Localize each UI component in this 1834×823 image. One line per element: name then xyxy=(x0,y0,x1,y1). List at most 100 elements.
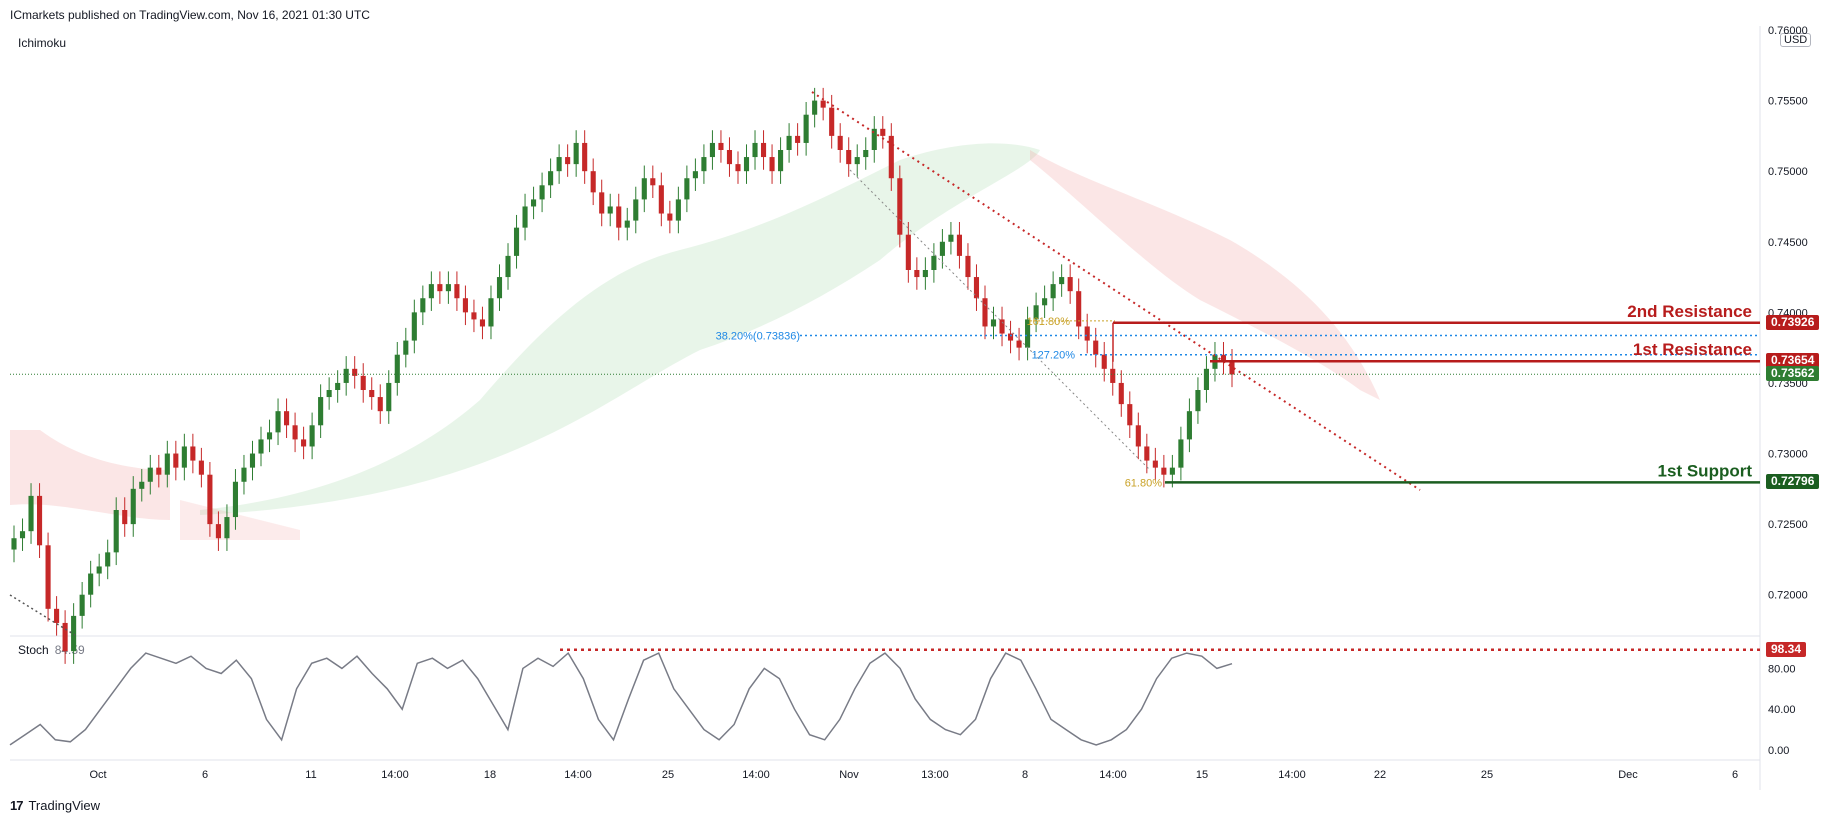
candle-body xyxy=(1127,404,1133,426)
price-tag: 0.73562 xyxy=(1766,366,1820,382)
stoch-tick-label: 40.00 xyxy=(1768,704,1796,716)
candle-body xyxy=(301,439,307,447)
candle-body xyxy=(1007,333,1014,341)
candle-body xyxy=(224,517,230,539)
publisher-header: ICmarkets published on TradingView.com, … xyxy=(10,8,370,22)
candle-body xyxy=(54,608,60,623)
candle-body xyxy=(667,213,673,221)
fib-label: 161.80% xyxy=(1027,316,1071,328)
candle-body xyxy=(335,382,341,390)
fib-label: 61.80% xyxy=(1125,477,1163,489)
price-tick-label: 0.72000 xyxy=(1768,590,1808,602)
candle-body xyxy=(624,220,630,228)
candle-body xyxy=(45,545,51,609)
candle-body xyxy=(1101,354,1107,369)
candle-body xyxy=(871,128,877,150)
candle-body xyxy=(633,199,639,221)
brand-name: TradingView xyxy=(28,798,101,813)
candle-body xyxy=(556,157,562,172)
candle-body xyxy=(718,142,724,150)
candle-body xyxy=(1033,305,1039,320)
candle-body xyxy=(318,397,324,426)
candle-body xyxy=(479,319,486,327)
stoch-tick-label: 80.00 xyxy=(1768,663,1796,675)
candle-body xyxy=(445,284,451,292)
candle-body xyxy=(1152,460,1158,468)
bullish-cloud xyxy=(200,143,1040,515)
candle-body xyxy=(607,206,613,214)
bearish-cloud-left xyxy=(10,430,170,520)
candle-body xyxy=(36,495,43,546)
candle-body xyxy=(369,390,375,398)
candle-body xyxy=(79,594,85,616)
currency-badge[interactable]: USD xyxy=(1780,33,1812,47)
time-tick-label: 14:00 xyxy=(381,769,409,781)
price-tag: 0.73654 xyxy=(1766,353,1820,369)
time-tick-label: 11 xyxy=(305,769,316,781)
candle-body xyxy=(62,622,68,652)
candle-body xyxy=(1229,361,1235,375)
candle-body xyxy=(786,135,792,150)
price-tick-label: 0.75500 xyxy=(1768,96,1808,108)
candle-body xyxy=(343,368,349,383)
candle-body xyxy=(922,270,928,278)
candle-body xyxy=(709,142,715,158)
candle-body xyxy=(309,425,315,447)
stoch-value: 84.59 xyxy=(54,643,85,657)
indicator-name[interactable]: Ichimoku xyxy=(18,36,67,50)
candle-body xyxy=(982,298,988,327)
price-tick-label: 0.74500 xyxy=(1768,237,1808,249)
candle-body xyxy=(829,107,835,136)
price-chart[interactable]: 38.20%(0.73836) 127.20% 161.80% 61.80% 2nd R… xyxy=(0,0,1834,790)
time-tick-label: 14:00 xyxy=(1278,769,1306,781)
candle-body xyxy=(522,206,528,228)
candle-body xyxy=(1169,467,1175,475)
candle-body xyxy=(284,411,290,426)
candle-body xyxy=(411,312,417,341)
stoch-name: Stoch xyxy=(18,643,49,657)
candle-body xyxy=(1195,390,1201,412)
candle-body xyxy=(139,481,145,489)
candle-body xyxy=(684,178,690,200)
candle-body xyxy=(1016,340,1022,348)
candles-group xyxy=(11,87,1235,664)
candle-body xyxy=(1220,354,1227,362)
candle-body xyxy=(760,142,767,158)
candle-body xyxy=(1118,382,1124,405)
level-label: 1st Resistance xyxy=(1633,340,1752,359)
candle-body xyxy=(190,446,196,461)
candle-body xyxy=(215,524,221,539)
ichimoku-cloud xyxy=(10,143,1380,540)
candle-body xyxy=(437,284,443,292)
candle-body xyxy=(88,573,94,595)
stoch-legend[interactable]: Stoch 84.59 xyxy=(18,643,85,657)
candle-body xyxy=(735,164,741,172)
candle-body xyxy=(1144,446,1150,461)
candle-body xyxy=(462,298,468,313)
price-tick-label: 0.75000 xyxy=(1768,166,1808,178)
stoch-group: 80.00 40.00 0.00 xyxy=(9,648,1796,757)
candle-body xyxy=(420,298,426,313)
candle-body xyxy=(956,234,962,256)
candle-body xyxy=(888,135,894,179)
candle-body xyxy=(880,128,886,136)
candle-body xyxy=(241,467,247,482)
candle-body xyxy=(181,446,187,468)
tradingview-footer[interactable]: 17 TradingView xyxy=(10,798,100,813)
candle-body xyxy=(812,100,818,115)
candle-body xyxy=(258,439,264,454)
price-tick-label: 0.76000 xyxy=(1768,25,1808,37)
candle-body xyxy=(11,538,17,550)
time-tick-label: 13:00 xyxy=(921,769,949,781)
candle-body xyxy=(616,206,622,228)
candle-body xyxy=(1093,340,1099,355)
price-tick-label: 0.72500 xyxy=(1768,519,1808,531)
fib-projection-line xyxy=(849,169,1151,471)
candle-body xyxy=(769,157,775,172)
candle-body xyxy=(386,382,392,412)
time-tick-label: 8 xyxy=(1022,769,1028,781)
candle-body xyxy=(360,375,366,390)
candle-body xyxy=(1059,277,1065,285)
candle-body xyxy=(496,277,503,299)
time-tick-label: 22 xyxy=(1374,769,1386,781)
